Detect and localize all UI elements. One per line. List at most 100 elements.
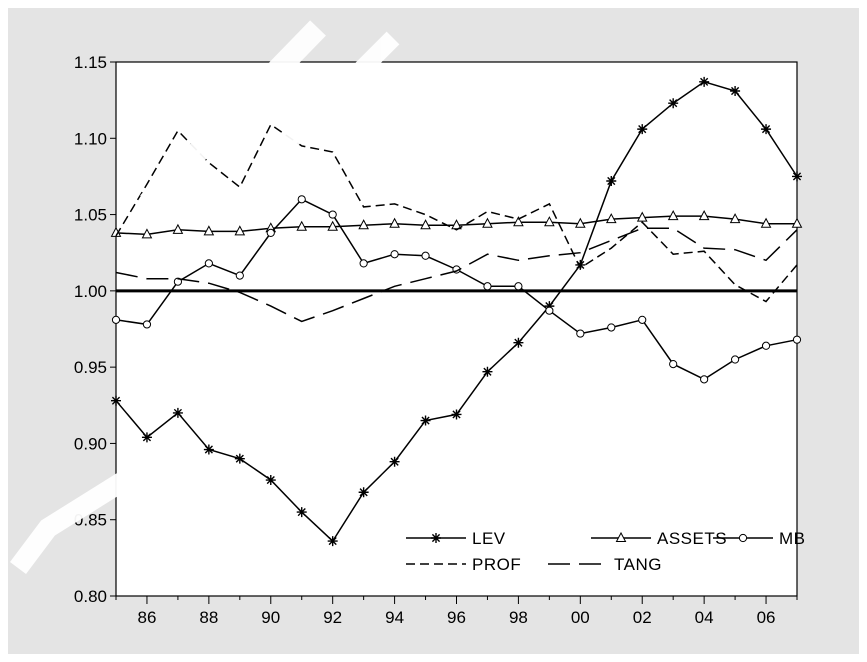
circle-marker <box>607 323 616 332</box>
x-tick-label: 04 <box>695 608 714 627</box>
legend-label-mb: MB <box>779 529 806 548</box>
y-tick-label: 1.00 <box>74 282 107 301</box>
asterisk-marker <box>606 176 617 187</box>
x-tick-label: 06 <box>757 608 776 627</box>
chart-frame: 0.80 0.85 0.90 0.95 1.00 1.05 1.10 1.15 86 88 90 9… <box>8 8 859 654</box>
circle-marker <box>235 271 244 280</box>
circle-marker <box>266 228 275 237</box>
triangle-marker <box>296 220 308 231</box>
circle-marker <box>421 251 430 260</box>
series-prof <box>115 123 798 303</box>
x-tick-label: 02 <box>633 608 652 627</box>
y-tick-label: 0.80 <box>74 587 107 606</box>
asterisk-marker <box>544 301 555 312</box>
triangle-marker <box>729 213 741 224</box>
asterisk-marker <box>668 98 679 109</box>
legend-item-lev: LEV <box>406 529 506 548</box>
triangle-marker <box>234 225 246 236</box>
y-tick-label: 1.10 <box>74 129 107 148</box>
circle-marker <box>390 250 399 259</box>
circle-marker <box>638 315 647 324</box>
x-axis: 86 88 90 92 94 96 98 00 02 04 06 <box>115 596 798 627</box>
asterisk-marker <box>482 366 493 377</box>
series-line-prof <box>115 123 798 303</box>
legend-label-lev: LEV <box>472 529 506 548</box>
y-tick-label: 1.15 <box>74 53 107 72</box>
triangle-marker <box>482 217 493 228</box>
y-tick-label: 1.05 <box>74 206 107 225</box>
triangle-marker <box>513 216 524 227</box>
asterisk-marker <box>389 456 400 467</box>
asterisk-marker <box>111 395 121 406</box>
circle-marker <box>669 359 678 369</box>
triangle-marker <box>615 531 627 542</box>
triangle-marker <box>451 219 462 230</box>
circle-marker <box>142 320 152 329</box>
watermark <box>10 20 400 574</box>
asterisk-marker <box>451 409 462 420</box>
asterisk-marker <box>420 415 431 426</box>
triangle-marker <box>698 210 710 221</box>
circle-marker <box>204 259 213 268</box>
triangle-marker <box>544 216 555 227</box>
x-tick-label: 88 <box>199 608 218 627</box>
asterisk-marker <box>358 487 369 498</box>
circle-marker <box>576 329 585 338</box>
triangle-marker <box>605 213 617 224</box>
asterisk-marker <box>431 533 441 543</box>
asterisk-marker <box>761 124 772 135</box>
asterisk-marker <box>203 444 214 455</box>
asterisk-marker <box>296 507 307 518</box>
asterisk-marker <box>327 536 338 547</box>
circle-marker <box>792 335 802 344</box>
circle-marker <box>700 375 709 384</box>
legend-item-tang: TANG <box>548 555 661 574</box>
legend-item-assets: ASSETS <box>591 529 727 548</box>
plot-area <box>115 61 798 597</box>
asterisk-marker <box>513 337 524 348</box>
triangle-marker <box>420 219 431 230</box>
y-axis: 0.800.850.900.951.001.051.101.15 <box>74 53 116 606</box>
x-tick-label: 96 <box>447 608 466 627</box>
circle-marker <box>738 533 748 543</box>
legend-item-mb: MB <box>713 529 806 548</box>
asterisk-marker <box>172 407 183 418</box>
triangle-marker <box>636 211 648 222</box>
triangle-marker <box>760 217 772 228</box>
series-lev <box>111 76 802 547</box>
triangle-marker <box>389 217 400 228</box>
y-tick-label: 0.95 <box>74 358 107 377</box>
line-chart: 0.800.850.900.951.001.051.101.15 86 88 90 9… <box>8 8 859 654</box>
circle-marker <box>297 195 306 204</box>
asterisk-marker <box>575 259 586 270</box>
circle-marker <box>514 282 523 291</box>
watermark-glyph <box>140 20 326 211</box>
asterisk-marker <box>141 432 152 443</box>
triangle-marker <box>791 217 803 228</box>
series-mb <box>111 195 802 384</box>
triangle-marker <box>141 228 153 239</box>
triangle-marker <box>203 225 215 236</box>
circle-marker <box>328 210 337 219</box>
y-tick-label: 0.90 <box>74 434 107 453</box>
legend-label-prof: PROF <box>472 555 521 574</box>
circle-marker <box>730 355 740 364</box>
x-tick-label: 92 <box>323 608 342 627</box>
series-line-tang <box>115 227 798 323</box>
series-assets <box>110 210 803 239</box>
asterisk-marker <box>730 85 741 96</box>
watermark-glyph <box>10 469 134 574</box>
watermark-glyph <box>251 31 400 180</box>
legend-label-assets: ASSETS <box>657 529 727 548</box>
x-tick-label: 90 <box>261 608 280 627</box>
x-tick-label: 86 <box>137 608 156 627</box>
legend: LEV ASSETS MB PROF TANG <box>406 529 806 574</box>
triangle-marker <box>172 223 184 234</box>
triangle-marker <box>574 217 586 228</box>
series-tang <box>115 227 798 323</box>
asterisk-marker <box>699 76 710 87</box>
circle-marker <box>545 306 554 315</box>
circle-marker <box>359 259 368 268</box>
x-tick-label: 00 <box>571 608 590 627</box>
legend-item-prof: PROF <box>406 555 521 574</box>
